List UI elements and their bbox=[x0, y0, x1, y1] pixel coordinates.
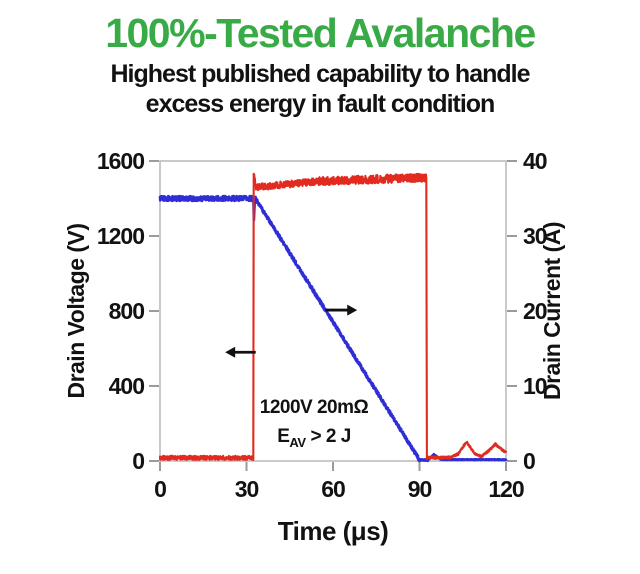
current-axis-arrow-head-icon bbox=[347, 304, 358, 316]
page-title: 100%-Tested Avalanche bbox=[105, 10, 536, 56]
y-right-tick-label: 30 bbox=[523, 223, 547, 249]
current-trace bbox=[158, 172, 508, 461]
voltage-trace bbox=[158, 194, 508, 463]
page-subtitle: Highest published capability to handle e… bbox=[0, 60, 640, 119]
voltage-axis-arrow-head-icon bbox=[225, 346, 236, 358]
y-left-tick-label: 1200 bbox=[97, 223, 144, 249]
y-axis-right-label: Drain Current (A) bbox=[539, 222, 565, 400]
x-tick-label: 30 bbox=[235, 476, 259, 502]
y-left-tick-label: 1600 bbox=[97, 148, 144, 174]
page-subtitle-line1: Highest published capability to handle bbox=[110, 60, 531, 88]
x-tick-label: 90 bbox=[408, 476, 432, 502]
x-tick-label: 0 bbox=[154, 476, 166, 502]
y-right-tick-label: 10 bbox=[523, 373, 547, 399]
page-subtitle-line2: excess energy in fault condition bbox=[145, 89, 496, 118]
y-axis-left-label: Drain Voltage (V) bbox=[63, 223, 89, 398]
avalanche-chart: 0 30 60 90 120 0 400 800 1200 1600 0 10 20 30 40 Drain… bbox=[0, 140, 640, 574]
y-left-tick-label: 800 bbox=[109, 298, 145, 324]
y-right-tick-label: 0 bbox=[523, 448, 535, 474]
y-left-tick-label: 0 bbox=[132, 448, 144, 474]
x-tick-label: 60 bbox=[321, 476, 345, 502]
annotation-avalanche-energy: EAV > 2 J bbox=[277, 426, 351, 450]
y-right-tick-label: 20 bbox=[523, 298, 547, 324]
plot-frame bbox=[159, 160, 507, 462]
y-left-tick-label: 400 bbox=[109, 373, 145, 399]
x-tick-label: 120 bbox=[488, 476, 524, 502]
y-right-tick-label: 40 bbox=[523, 148, 547, 174]
annotation-device-rating: 1200V 20mΩ bbox=[260, 397, 369, 418]
x-axis-label: Time (μs) bbox=[278, 516, 389, 546]
